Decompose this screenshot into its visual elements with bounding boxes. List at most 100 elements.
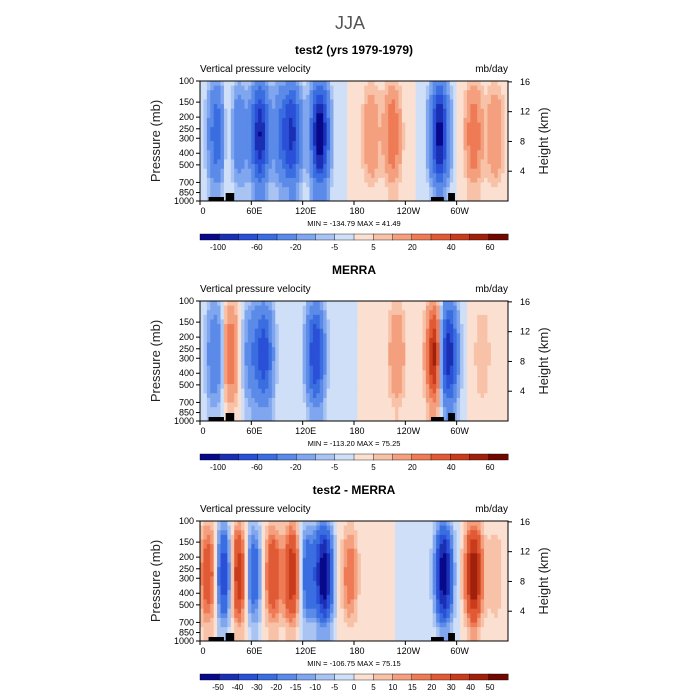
field-cell <box>360 388 365 394</box>
field-cell <box>227 154 232 160</box>
field-cell <box>217 127 221 133</box>
field-cell <box>309 351 314 357</box>
field-cell <box>323 145 328 151</box>
field-cell <box>446 407 451 413</box>
field-cell <box>251 351 256 357</box>
field-cell <box>258 108 262 114</box>
field-cell <box>347 191 351 197</box>
field-cell <box>456 150 461 156</box>
field-cell <box>319 379 324 385</box>
field-cell <box>364 411 369 417</box>
field-cell <box>254 164 259 170</box>
field-cell <box>213 548 218 554</box>
field-cell <box>494 337 499 343</box>
field-cell <box>354 324 358 330</box>
field-cell <box>470 365 475 371</box>
field-cell <box>285 301 290 307</box>
field-cell <box>494 182 499 188</box>
field-cell <box>449 347 454 353</box>
field-cell <box>275 365 280 371</box>
field-cell <box>497 145 502 151</box>
field-cell <box>415 173 420 179</box>
field-cell <box>384 191 389 197</box>
field-cell <box>449 379 454 385</box>
field-cell <box>230 154 235 160</box>
field-cell <box>203 159 208 165</box>
field-cell <box>360 168 365 174</box>
field-cell <box>302 416 307 422</box>
field-cell <box>480 411 485 417</box>
field-cell <box>336 81 341 87</box>
field-cell <box>466 136 471 142</box>
field-cell <box>449 99 454 105</box>
field-cell <box>234 141 239 147</box>
field-cell <box>449 187 454 193</box>
field-cell <box>371 393 375 399</box>
field-cell <box>319 122 324 128</box>
field-cell <box>384 370 389 376</box>
field-cell <box>388 333 393 339</box>
field-cell <box>227 342 232 348</box>
field-cell <box>206 347 211 353</box>
field-cell <box>463 337 468 343</box>
field-cell <box>326 301 331 307</box>
field-cell <box>203 168 208 174</box>
field-cell <box>490 117 495 123</box>
field-cell <box>422 99 427 105</box>
field-cell <box>381 159 386 165</box>
field-cell <box>254 356 259 362</box>
field-cell <box>234 127 239 133</box>
field-cell <box>425 333 430 339</box>
field-cell <box>275 379 280 385</box>
field-cell <box>271 361 276 367</box>
field-cell <box>251 94 256 100</box>
field-cell <box>306 301 310 307</box>
field-cell <box>446 145 451 151</box>
field-cell <box>244 411 249 417</box>
field-cell <box>439 328 444 334</box>
field-cell <box>230 187 235 193</box>
field-cell <box>261 319 266 325</box>
field-cell <box>261 94 266 100</box>
field-cell <box>412 411 416 417</box>
field-cell <box>271 370 276 376</box>
field-cell <box>292 407 297 413</box>
field-cell <box>412 122 416 128</box>
field-cell <box>326 328 331 334</box>
field-cell <box>309 319 314 325</box>
field-cell <box>391 393 396 399</box>
field-cell <box>230 361 235 367</box>
field-cell <box>446 379 451 385</box>
field-cell <box>446 122 451 128</box>
field-cell <box>449 328 454 334</box>
field-cell <box>292 177 297 183</box>
field-cell <box>395 365 399 371</box>
field-cell <box>504 85 509 91</box>
field-cell <box>203 196 208 202</box>
field-cell <box>213 631 218 637</box>
field-cell <box>241 150 245 156</box>
field-cell <box>374 337 379 343</box>
field-cell <box>360 108 365 114</box>
field-cell <box>210 173 215 179</box>
field-cell <box>405 187 410 193</box>
field-cell <box>265 310 269 316</box>
field-cell <box>391 324 396 330</box>
field-cell <box>258 310 262 316</box>
field-cell <box>360 333 365 339</box>
field-cell <box>319 187 324 193</box>
field-cell <box>206 127 211 133</box>
field-cell <box>271 310 276 316</box>
field-cell <box>405 108 410 114</box>
field-cell <box>247 365 252 371</box>
field-cell <box>336 182 341 188</box>
field-cell <box>275 122 280 128</box>
field-cell <box>480 301 485 307</box>
field-cell <box>258 337 262 343</box>
field-cell <box>203 617 208 623</box>
field-cell <box>220 324 225 330</box>
field-cell <box>463 351 468 357</box>
field-cell <box>381 177 386 183</box>
field-cell <box>312 370 317 376</box>
field-cell <box>460 182 464 188</box>
